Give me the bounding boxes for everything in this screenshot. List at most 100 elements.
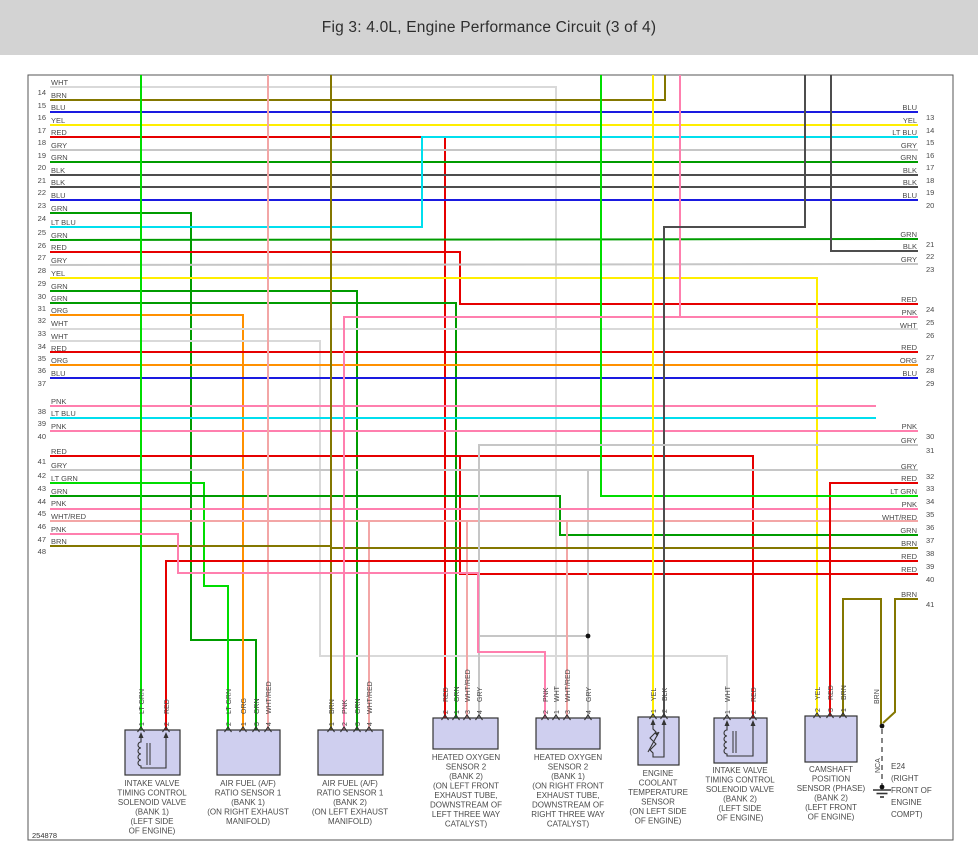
pin-color-label: GRY (477, 687, 484, 702)
right-pin-wire-label: BRN (901, 590, 917, 599)
air-fuel-ratio-sensor1-bank1-label: (BANK 1) (231, 798, 265, 807)
left-pin-wire-label: GRN (51, 487, 68, 496)
ground-wire-color-label: BRN (874, 689, 881, 704)
right-pin-number: 39 (926, 562, 934, 571)
heated-oxygen-sensor2-bank2-label: (BANK 2) (449, 772, 483, 781)
engine-coolant-temperature-sensor-label: COOLANT (639, 779, 678, 788)
intake-valve-timing-control-solenoid-valve-bank1-label: (LEFT SIDE (131, 817, 174, 826)
pin-number: 1 (725, 710, 732, 714)
pin-color-label: YEL (815, 687, 822, 700)
right-pin-wire-label: YEL (903, 116, 917, 125)
air-fuel-ratio-sensor1-bank1-label: RATIO SENSOR 1 (215, 789, 282, 798)
right-pin-wire-label: RED (901, 295, 917, 304)
heated-oxygen-sensor2-bank1-label: HEATED OXYGEN (534, 753, 603, 762)
wire-grn (50, 290, 358, 730)
wire-pnk (343, 316, 918, 730)
pin-arrow-icon (137, 726, 145, 733)
left-pin-number: 45 (38, 509, 46, 518)
pin-color-label: RED (828, 685, 835, 700)
left-pin-number: 26 (38, 241, 46, 250)
pin-arrow-icon (340, 726, 348, 733)
left-pin-number: 22 (38, 188, 46, 197)
pin-number: 1 (454, 710, 461, 714)
right-pin-wire-label: LT GRN (890, 487, 917, 496)
right-pin-wire-label: BLU (902, 103, 917, 112)
pin-color-label: GRN (454, 686, 461, 702)
pin-color-label: LT GRN (139, 689, 146, 714)
left-pin-wire-label: ORG (51, 306, 68, 315)
left-pin-number: 24 (38, 214, 46, 223)
right-pin-wire-label: BRN (901, 539, 917, 548)
pin-color-label: WHT/RED (465, 669, 472, 702)
air-fuel-ratio-sensor1-bank1-label: AIR FUEL (A/F) (220, 779, 276, 788)
wire-red (50, 455, 754, 718)
pin-arrow-icon (441, 714, 449, 721)
right-pin-number: 34 (926, 497, 934, 506)
pin-color-label: RED (751, 687, 758, 702)
left-pin-number: 46 (38, 522, 46, 531)
right-pin-wire-label: GRN (900, 153, 917, 162)
right-pin-wire-label: RED (901, 474, 917, 483)
right-pin-wire-label: GRY (901, 462, 917, 471)
wire-grn (50, 495, 918, 536)
air-fuel-ratio-sensor1-bank2-label: MANIFOLD) (328, 817, 372, 826)
wire-blk (663, 75, 806, 717)
left-pin-number: 16 (38, 113, 46, 122)
left-pin-wire-label: PNK (51, 422, 66, 431)
pin-arrow-icon (552, 714, 560, 721)
engine-coolant-temperature-sensor-label: TEMPERATURE (628, 788, 688, 797)
left-pin-number: 34 (38, 342, 46, 351)
pin-color-label: ORG (241, 698, 248, 714)
coil-icon (137, 738, 167, 769)
right-pin-number: 20 (926, 201, 934, 210)
left-pin-wire-label: BLU (51, 369, 66, 378)
intake-valve-timing-control-solenoid-valve-bank1-label: OF ENGINE) (129, 827, 176, 836)
left-pin-wire-label: BRN (51, 537, 67, 546)
heated-oxygen-sensor2-bank1-label: EXHAUST TUBE, (536, 791, 599, 800)
left-pin-wire-label: GRY (51, 141, 67, 150)
intake-valve-timing-control-solenoid-valve-bank2-label: OF ENGINE) (717, 814, 764, 823)
right-pin-number: 30 (926, 432, 934, 441)
diagram-border (27, 74, 954, 841)
right-pin-number: 13 (926, 113, 934, 122)
left-pin-wire-label: GRY (51, 256, 67, 265)
left-pin-wire-label: YEL (51, 269, 65, 278)
wire-brn (882, 598, 918, 724)
heated-oxygen-sensor2-bank2-label: CATALYST) (445, 820, 488, 829)
left-pin-wire-label: ORG (51, 356, 68, 365)
right-pin-number: 17 (926, 163, 934, 172)
camshaft-position-sensor-phase-bank2-label: SENSOR (PHASE) (797, 784, 866, 793)
wire-red (829, 482, 918, 716)
pin-arrow-icon (649, 713, 657, 720)
wire-pnk (50, 533, 546, 718)
heated-oxygen-sensor2-bank1 (535, 714, 601, 750)
left-pin-number: 23 (38, 201, 46, 210)
right-pin-wire-label: BLK (903, 178, 917, 187)
heated-oxygen-sensor2-bank1-label: RIGHT THREE WAY (531, 810, 605, 819)
pin-arrow-icon (749, 714, 757, 721)
pin-number: 3 (828, 708, 835, 712)
pin-arrow-icon (365, 726, 373, 733)
pin-arrow-icon (327, 726, 335, 733)
pin-number: 2 (543, 710, 550, 714)
right-pin-number: 33 (926, 484, 934, 493)
pin-arrow-icon (463, 714, 471, 721)
left-pin-number: 38 (38, 407, 46, 416)
right-pin-number: 19 (926, 188, 934, 197)
camshaft-position-sensor-phase-bank2-label: (BANK 2) (814, 794, 848, 803)
thermistor-icon (649, 725, 665, 758)
right-pin-wire-label: PNK (902, 500, 917, 509)
left-pin-wire-label: LT BLU (51, 218, 76, 227)
right-pin-number: 28 (926, 366, 934, 375)
pin-color-label: BLK (662, 687, 669, 701)
pin-arrow-icon (353, 726, 361, 733)
left-pin-number: 48 (38, 547, 46, 556)
watermark: 254878 (32, 831, 57, 840)
pin-number: 3 (355, 722, 362, 726)
right-pin-number: 35 (926, 510, 934, 519)
left-pin-number: 33 (38, 329, 46, 338)
pin-number: 2 (164, 722, 171, 726)
pin-number: 2 (226, 722, 233, 726)
engine-coolant-temperature-sensor (637, 713, 680, 766)
left-pin-number: 41 (38, 457, 46, 466)
